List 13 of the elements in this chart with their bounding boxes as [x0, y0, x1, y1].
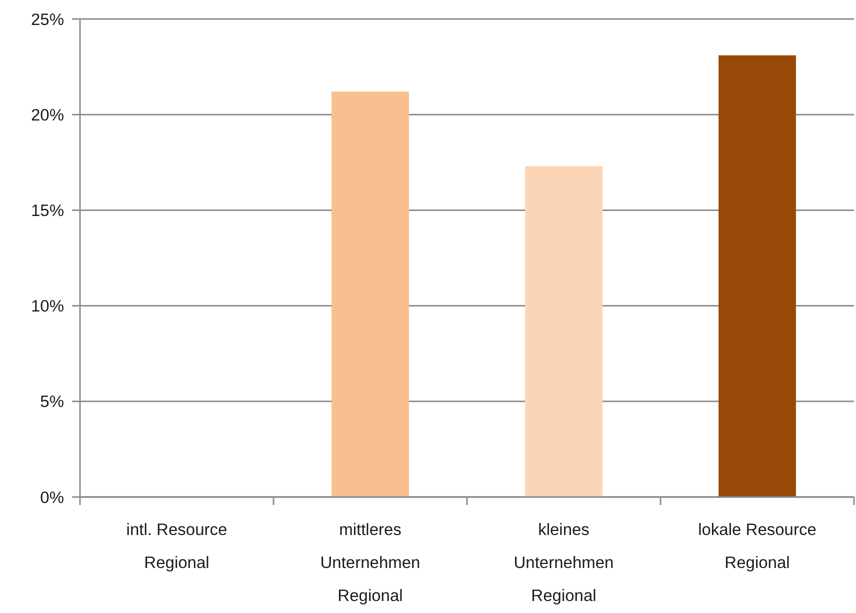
y-tick-label: 0% — [40, 488, 64, 507]
y-tick-label: 20% — [30, 106, 64, 124]
bar — [525, 166, 602, 497]
y-tick-label: 10% — [30, 298, 64, 316]
y-tick-label: 15% — [30, 202, 64, 220]
x-tick-label: intl. Resource Regional — [126, 521, 228, 572]
x-tick-label: kleines Unternehmen Regional — [514, 521, 614, 605]
x-tick-label: lokale Resource Regional — [698, 521, 816, 572]
y-tick-label: 5% — [40, 393, 64, 412]
bar — [332, 92, 409, 497]
y-tick-label: 25% — [30, 10, 64, 29]
x-tick-label: mittleres Unternehmen Regional — [320, 521, 420, 605]
bar — [718, 55, 796, 497]
